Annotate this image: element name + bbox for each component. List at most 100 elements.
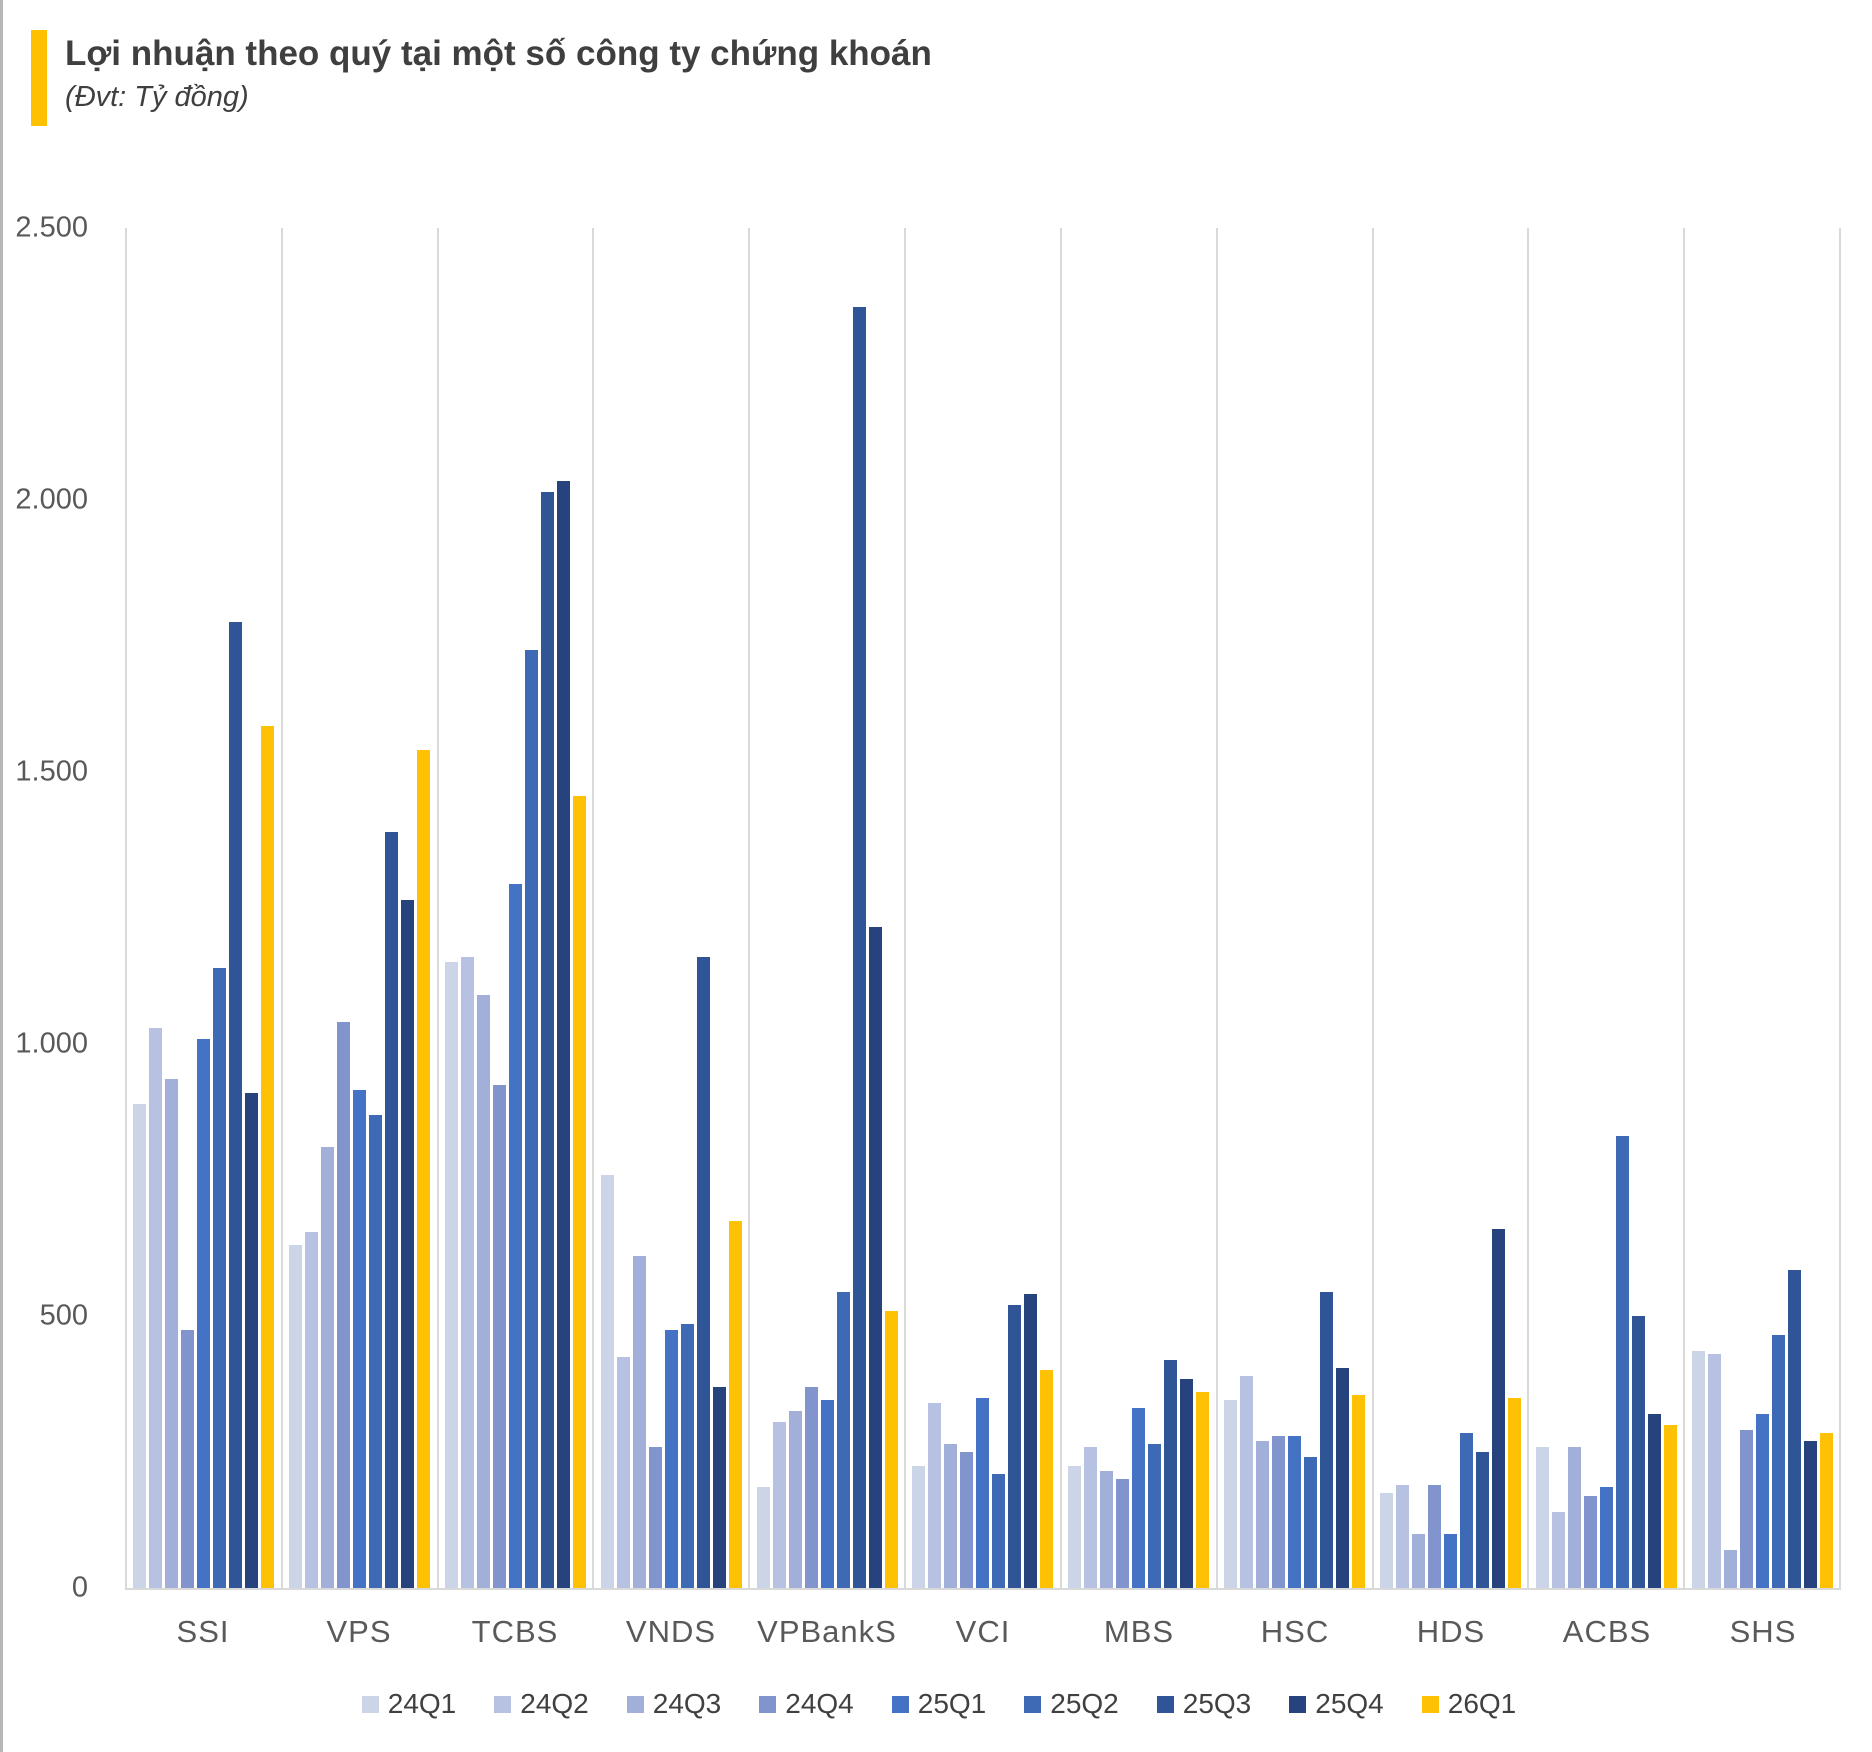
bar-acbs-24q3 [1567,1446,1581,1588]
bar-vci-24q2 [928,1403,942,1588]
legend-item-25q1: 25Q1 [891,1688,987,1720]
legend-swatch-24q2 [494,1695,512,1713]
bar-acbs-24q2 [1551,1511,1565,1588]
bar-tcbs-25q3 [541,491,555,1588]
bar-vpbanks-25q3 [852,306,866,1588]
bar-shs-25q1 [1755,1413,1769,1588]
bar-acbs-24q1 [1535,1446,1549,1588]
bar-shs-25q3 [1787,1269,1801,1588]
category-group-hds [1371,228,1528,1588]
legend-swatch-25q3 [1156,1695,1174,1713]
category-group-acbs [1527,228,1683,1588]
bar-mbs-24q1 [1068,1465,1082,1588]
bar-vps-24q3 [321,1147,335,1588]
legend-item-26q1: 26Q1 [1421,1688,1516,1720]
bar-hsc-25q1 [1288,1435,1302,1588]
legend-item-24q2: 24Q2 [494,1688,589,1720]
x-axis-label-hds: HDS [1416,1614,1486,1649]
bar-ssi-24q2 [149,1027,163,1588]
bar-shs-25q4 [1803,1441,1817,1588]
bar-vnds-25q2 [680,1324,694,1588]
bar-vci-26q1 [1040,1370,1054,1588]
bar-vps-25q1 [353,1090,367,1588]
bar-hds-26q1 [1507,1397,1521,1588]
bar-ssi-24q4 [181,1329,195,1588]
x-axis-label-vps: VPS [326,1614,392,1649]
category-group-vci [904,228,1060,1588]
bar-ssi-24q1 [133,1103,147,1588]
legend-swatch-25q4 [1289,1695,1307,1713]
bar-vpbanks-24q3 [788,1411,802,1588]
bar-hsc-26q1 [1352,1394,1366,1588]
x-axis-label-vci: VCI [955,1614,1011,1649]
legend-item-24q1: 24Q1 [361,1688,457,1720]
bar-vnds-26q1 [728,1220,742,1588]
bar-hds-24q2 [1395,1484,1409,1588]
bar-vps-25q2 [369,1114,383,1588]
bar-vps-24q1 [289,1245,303,1588]
bar-tcbs-24q4 [493,1084,507,1588]
legend-swatch-25q2 [1024,1695,1042,1713]
x-axis-label-vnds: VNDS [625,1614,717,1649]
bar-acbs-25q2 [1615,1136,1629,1588]
bar-vpbanks-26q1 [884,1310,898,1588]
bar-hds-24q4 [1427,1484,1441,1588]
category-group-ssi [125,228,281,1588]
bar-vnds-24q1 [600,1174,614,1588]
x-axis-label-hsc: HSC [1260,1614,1330,1649]
bar-vpbanks-25q1 [820,1400,834,1588]
bar-tcbs-25q2 [525,649,539,1588]
category-group-hsc [1215,228,1372,1588]
bar-tcbs-24q2 [461,956,475,1588]
y-tick-label: 1.000 [15,1027,88,1060]
legend-label: 24Q4 [785,1688,854,1719]
bar-vps-24q2 [305,1231,319,1588]
bar-shs-24q2 [1707,1354,1721,1588]
y-tick-label: 1.500 [15,755,88,788]
bar-tcbs-26q1 [573,796,587,1588]
bar-hds-25q1 [1443,1533,1457,1588]
legend-label: 25Q2 [1050,1688,1119,1719]
bar-vpbanks-25q2 [836,1291,850,1588]
bar-acbs-25q3 [1631,1316,1645,1588]
x-axis-label-mbs: MBS [1103,1614,1175,1649]
bar-vpbanks-25q4 [868,927,882,1588]
bar-mbs-25q4 [1180,1378,1194,1588]
bar-hds-24q1 [1379,1492,1393,1588]
chart-subtitle: (Đvt: Tỷ đồng) [65,81,249,114]
category-group-vpbanks [748,228,904,1588]
category-group-mbs [1059,228,1216,1588]
legend-swatch-26q1 [1421,1695,1439,1713]
legend-item-25q2: 25Q2 [1024,1688,1119,1720]
bar-vci-24q1 [912,1465,926,1588]
bar-acbs-25q1 [1599,1487,1613,1588]
bar-vpbanks-24q4 [804,1386,818,1588]
x-axis-label-shs: SHS [1729,1614,1797,1649]
bar-vci-25q4 [1024,1294,1038,1588]
bar-vnds-24q4 [648,1446,662,1588]
bar-ssi-25q3 [229,622,243,1588]
bar-ssi-24q3 [165,1079,179,1588]
bar-hsc-25q3 [1320,1291,1334,1588]
x-axis-label-ssi: SSI [176,1614,230,1649]
category-group-vnds [592,228,748,1588]
bar-vps-25q4 [401,899,415,1588]
legend-swatch-24q4 [759,1695,777,1713]
legend-label: 25Q1 [917,1688,987,1719]
bar-mbs-24q2 [1084,1446,1098,1588]
legend-label: 24Q1 [387,1688,457,1719]
bar-tcbs-25q4 [557,480,571,1588]
y-tick-label: 500 [39,1299,88,1332]
bar-ssi-26q1 [261,725,275,1588]
bar-vci-25q3 [1008,1305,1022,1588]
bar-hsc-24q3 [1256,1441,1270,1588]
bar-shs-24q4 [1739,1430,1753,1588]
bar-tcbs-24q1 [445,962,459,1588]
bar-vnds-25q3 [696,956,710,1588]
legend-label: 25Q3 [1182,1688,1252,1719]
x-axis-label-acbs: ACBS [1562,1614,1652,1649]
bar-vpbanks-24q2 [772,1422,786,1588]
x-axis-label-tcbs: TCBS [471,1614,559,1649]
legend-swatch-24q3 [626,1695,644,1713]
bar-hds-24q3 [1411,1533,1425,1588]
